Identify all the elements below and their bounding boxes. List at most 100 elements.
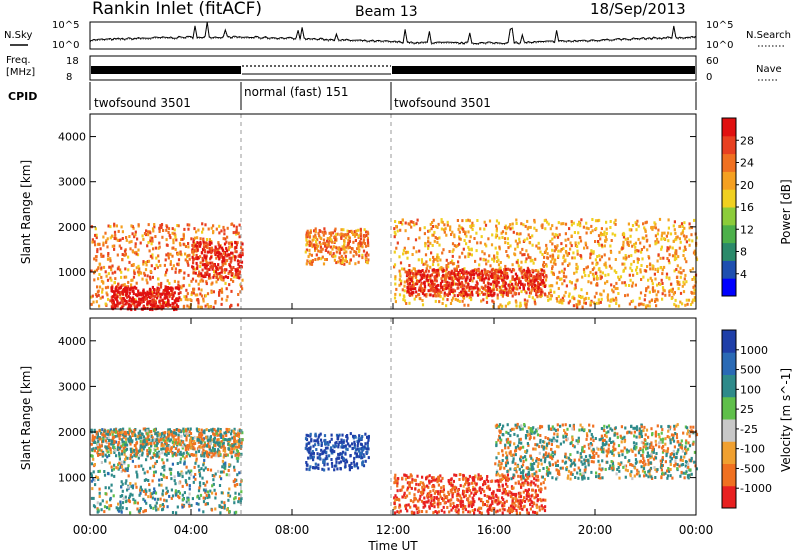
power-cell-r5 bbox=[461, 290, 464, 294]
power-cell-r4 bbox=[458, 230, 461, 234]
power-cell-r4 bbox=[693, 249, 696, 253]
velocity-cell-r2 bbox=[355, 452, 359, 456]
power-cell-r5 bbox=[448, 292, 451, 296]
power-cell-r4 bbox=[549, 293, 552, 297]
velocity-cell-r0 bbox=[125, 479, 128, 483]
power-cell-r1 bbox=[141, 296, 144, 300]
power-cell-r1 bbox=[123, 299, 127, 303]
power-cell-r4 bbox=[677, 281, 680, 285]
power-cell-r2 bbox=[220, 270, 223, 274]
power-cell-r4 bbox=[630, 269, 634, 273]
velocity-cell-r0 bbox=[204, 466, 207, 470]
velocity-cell-r1 bbox=[113, 435, 116, 439]
power-cell-r5 bbox=[512, 286, 515, 290]
velocity-cell-r0 bbox=[218, 484, 222, 487]
power-cell-r0 bbox=[157, 277, 160, 281]
power-cell-r4 bbox=[684, 273, 687, 277]
power-cell-r4 bbox=[403, 284, 406, 288]
power-cell-r4 bbox=[670, 297, 673, 300]
power-cell-r4 bbox=[483, 227, 486, 231]
power-cell-r4 bbox=[642, 275, 645, 279]
power-cell-r0 bbox=[135, 281, 138, 285]
power-cell-r4 bbox=[581, 295, 584, 299]
power-cell-r4 bbox=[463, 239, 466, 242]
power-cell-r1 bbox=[112, 295, 115, 299]
power-cell-r0 bbox=[90, 269, 93, 273]
power-cell-r1 bbox=[121, 290, 124, 294]
power-cell-r4 bbox=[394, 232, 397, 236]
power-cell-r4 bbox=[590, 224, 593, 228]
power-cell-r4 bbox=[589, 256, 592, 260]
power-cell-r4 bbox=[691, 278, 694, 281]
velocity-cell-r1 bbox=[216, 442, 219, 446]
power-cell-r4 bbox=[578, 300, 581, 304]
power-cell-r4 bbox=[644, 228, 647, 232]
velocity-cell-r0 bbox=[118, 461, 121, 465]
velocity-cell-r1 bbox=[108, 439, 111, 442]
power-cell-r0 bbox=[194, 293, 197, 297]
velocity-cell-r1 bbox=[233, 447, 236, 451]
power-cell-r4 bbox=[462, 247, 465, 251]
power-cell-r4 bbox=[432, 259, 435, 263]
velocity-cell-r2 bbox=[338, 441, 341, 444]
power-cell-r5 bbox=[437, 271, 440, 275]
power-cell-r4 bbox=[523, 273, 526, 277]
power-cell-r4 bbox=[476, 241, 479, 245]
power-cell-r3 bbox=[314, 248, 317, 252]
velocity-cell-r2 bbox=[304, 437, 308, 441]
power-cell-r2 bbox=[205, 273, 208, 276]
power-cell-r4 bbox=[605, 220, 608, 224]
power-cell-r1 bbox=[158, 300, 161, 304]
velocity-cell-r0 bbox=[92, 447, 95, 451]
power-cell-r5 bbox=[494, 276, 497, 280]
power-cell-r0 bbox=[120, 246, 123, 250]
power-cell-r2 bbox=[238, 272, 241, 276]
power-cell-r0 bbox=[151, 253, 154, 257]
velocity-cell-r2 bbox=[360, 447, 363, 450]
power-cell-r4 bbox=[470, 253, 473, 257]
power-cell-r4 bbox=[579, 254, 582, 257]
power-cell-r4 bbox=[475, 249, 478, 253]
power-cell-r4 bbox=[534, 257, 537, 261]
velocity-cell-r1 bbox=[134, 434, 137, 438]
velocity-cell-r2 bbox=[323, 459, 326, 463]
power-cell-r4 bbox=[446, 298, 449, 302]
power-cell-r4 bbox=[496, 296, 499, 300]
power-cell-r4 bbox=[465, 242, 468, 246]
power-cell-r4 bbox=[613, 285, 616, 289]
power-cell-r4 bbox=[539, 250, 542, 254]
velocity-cell-r1 bbox=[205, 428, 208, 432]
power-cell-r0 bbox=[239, 290, 242, 294]
velocity-cell-r1 bbox=[114, 428, 117, 432]
power-cell-r0 bbox=[169, 262, 172, 266]
power-cell-r5 bbox=[498, 285, 501, 289]
velocity-cell-r0 bbox=[129, 482, 132, 485]
power-cell-r4 bbox=[667, 231, 670, 235]
power-cell-r4 bbox=[503, 268, 506, 272]
velocity-cell-r0 bbox=[94, 483, 97, 487]
velocity-cell-r1 bbox=[97, 439, 100, 443]
power-cell-r5 bbox=[445, 284, 448, 287]
power-cell-r1 bbox=[151, 300, 154, 304]
power-cell-r4 bbox=[445, 233, 448, 237]
velocity-cell-r0 bbox=[236, 459, 239, 463]
power-cell-r4 bbox=[592, 301, 596, 305]
power-cell-r4 bbox=[682, 290, 686, 294]
power-cell-r5 bbox=[409, 277, 412, 281]
power-cell-r3 bbox=[311, 259, 314, 262]
power-cell-r0 bbox=[166, 304, 170, 308]
power-cell-r0 bbox=[226, 235, 229, 239]
velocity-cell-r1 bbox=[223, 431, 226, 435]
power-cell-r4 bbox=[551, 267, 554, 270]
power-cell-r5 bbox=[479, 278, 482, 282]
power-cell-r3 bbox=[326, 243, 329, 247]
power-cell-r0 bbox=[187, 242, 190, 245]
power-cell-r4 bbox=[434, 224, 437, 228]
power-cell-r4 bbox=[653, 225, 656, 229]
power-cell-r4 bbox=[556, 299, 559, 303]
power-cell-r4 bbox=[627, 254, 630, 258]
power-cell-r5 bbox=[487, 282, 490, 286]
power-cell-r4 bbox=[618, 250, 621, 254]
velocity-cell-r1 bbox=[205, 436, 208, 440]
power-cell-r4 bbox=[545, 274, 548, 278]
